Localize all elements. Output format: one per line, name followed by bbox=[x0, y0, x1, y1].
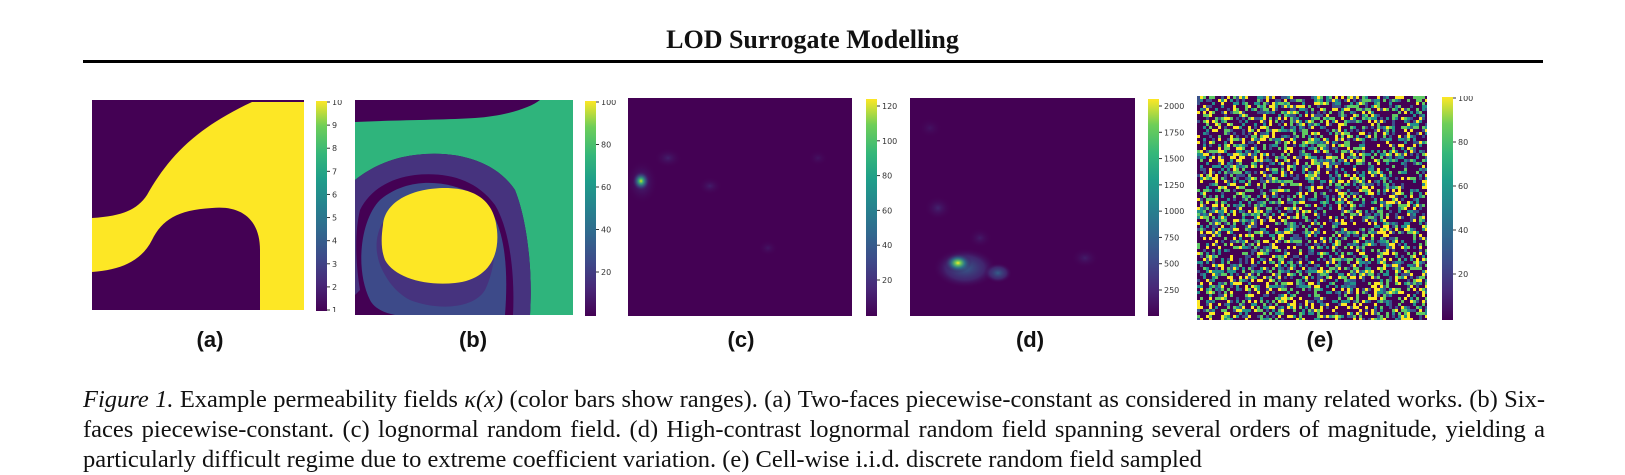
colorbar-tick-label: 20 bbox=[1458, 270, 1468, 279]
caption-text-intro: Example permeability fields bbox=[173, 386, 465, 413]
colorbar-e-ticks: 100 80 60 40 20 bbox=[1453, 96, 1473, 279]
panel-c-field bbox=[628, 98, 852, 316]
colorbar-tick-label: 100 bbox=[882, 137, 897, 146]
colorbar-tick-label: 40 bbox=[601, 226, 611, 235]
panel-c-colorbar: 120 100 80 60 40 20 bbox=[866, 99, 897, 316]
colorbar-tick-label: 100 bbox=[1458, 96, 1473, 103]
panel-b-label: (b) bbox=[458, 327, 488, 352]
colorbar-tick-label: 1500 bbox=[1164, 155, 1184, 164]
panel-a-label: (a) bbox=[196, 327, 224, 352]
panel-d-label: (d) bbox=[1015, 327, 1045, 352]
colorbar-tick-label: 7 bbox=[332, 167, 337, 176]
panel-d-colorbar: 2000 1750 1500 1250 1000 750 500 250 bbox=[1148, 99, 1184, 316]
colorbar-tick-label: 1000 bbox=[1164, 207, 1184, 216]
colorbar-d-ticks: 2000 1750 1500 1250 1000 750 500 250 bbox=[1159, 102, 1184, 295]
colorbar-tick-label: 750 bbox=[1164, 233, 1179, 242]
colorbar-tick-label: 5 bbox=[332, 214, 337, 223]
colorbar-tick-label: 100 bbox=[601, 100, 616, 107]
running-header-title: LOD Surrogate Modelling bbox=[666, 25, 959, 54]
colorbar-tick-label: 10 bbox=[332, 100, 342, 107]
panel-a-colorbar: 10 9 8 7 6 5 4 3 2 1 bbox=[316, 100, 342, 312]
colorbar-tick-label: 80 bbox=[601, 141, 611, 150]
colorbar-tick-label: 9 bbox=[332, 121, 337, 130]
colorbar-c-ticks: 120 100 80 60 40 20 bbox=[877, 102, 897, 285]
colorbar-tick-label: 1250 bbox=[1164, 181, 1184, 190]
caption-math-kappa: κ(x) bbox=[464, 386, 504, 413]
colorbar-tick-label: 20 bbox=[882, 276, 892, 285]
colorbar-tick-label: 2 bbox=[332, 283, 337, 292]
panel-c-label: (c) bbox=[727, 327, 755, 352]
panel-e-label: (e) bbox=[1306, 327, 1334, 352]
colorbar-tick-label: 8 bbox=[332, 144, 337, 153]
figure-caption: Figure 1. Example permeability fields κ(… bbox=[83, 385, 1545, 475]
colorbar-tick-label: 40 bbox=[882, 241, 892, 250]
colorbar-tick-label: 3 bbox=[332, 260, 337, 269]
panel-a-field bbox=[92, 100, 304, 310]
panel-b-field bbox=[355, 100, 573, 315]
colorbar-tick-label: 20 bbox=[601, 268, 611, 277]
colorbar-tick-label: 2000 bbox=[1164, 102, 1184, 111]
header-rule bbox=[83, 60, 1543, 63]
colorbar-tick-label: 4 bbox=[332, 237, 337, 246]
colorbar-tick-label: 40 bbox=[1458, 226, 1468, 235]
colorbar-tick-label: 500 bbox=[1164, 260, 1179, 269]
colorbar-tick-label: 60 bbox=[882, 206, 892, 215]
panel-d-field bbox=[910, 98, 1135, 316]
colorbar-tick-label: 1 bbox=[332, 306, 337, 312]
colorbar-tick-label: 60 bbox=[1458, 182, 1468, 191]
colorbar-tick-label: 120 bbox=[882, 102, 897, 111]
colorbar-tick-label: 250 bbox=[1164, 286, 1179, 295]
colorbar-tick-label: 60 bbox=[601, 183, 611, 192]
panel-e-field bbox=[1197, 96, 1427, 320]
panel-b-colorbar: 100 80 60 40 20 bbox=[585, 100, 616, 316]
panel-e-colorbar: 100 80 60 40 20 bbox=[1442, 96, 1473, 320]
colorbar-tick-label: 80 bbox=[882, 172, 892, 181]
colorbar-a-ticks: 10 9 8 7 6 5 4 3 2 1 bbox=[327, 100, 342, 312]
colorbar-tick-label: 1750 bbox=[1164, 128, 1184, 137]
colorbar-tick-label: 80 bbox=[1458, 138, 1468, 147]
colorbar-b-ticks: 100 80 60 40 20 bbox=[596, 100, 616, 277]
caption-figure-label: Figure 1. bbox=[83, 386, 174, 413]
colorbar-tick-label: 6 bbox=[332, 190, 337, 199]
panel-e-noise bbox=[1197, 96, 1427, 320]
